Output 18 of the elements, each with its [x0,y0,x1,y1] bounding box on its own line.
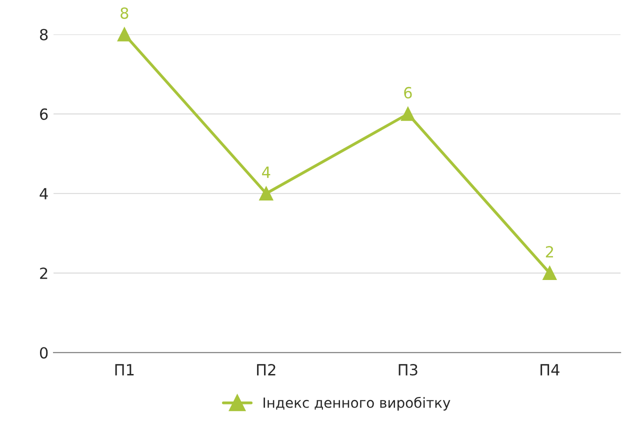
data-label: 8 [120,7,128,19]
x-tick-label: П4 [540,364,560,376]
point [117,27,132,42]
x-tick-label: П1 [115,364,134,376]
point [400,107,415,121]
data-label: 4 [262,166,270,178]
y-tick-label: 0 [40,347,48,359]
legend-label: Індекс денного виробітку [264,396,450,411]
y-tick-label: 8 [40,28,48,40]
data-label: 6 [404,86,412,98]
point [542,266,557,280]
x-tick-label: П2 [257,364,276,376]
data-label: 2 [546,246,554,258]
y-tick-label: 6 [40,108,48,120]
y-tick-label: 2 [40,268,48,279]
point [259,186,274,200]
x-tick-label: П3 [398,364,418,376]
y-tick-label: 4 [40,188,48,200]
